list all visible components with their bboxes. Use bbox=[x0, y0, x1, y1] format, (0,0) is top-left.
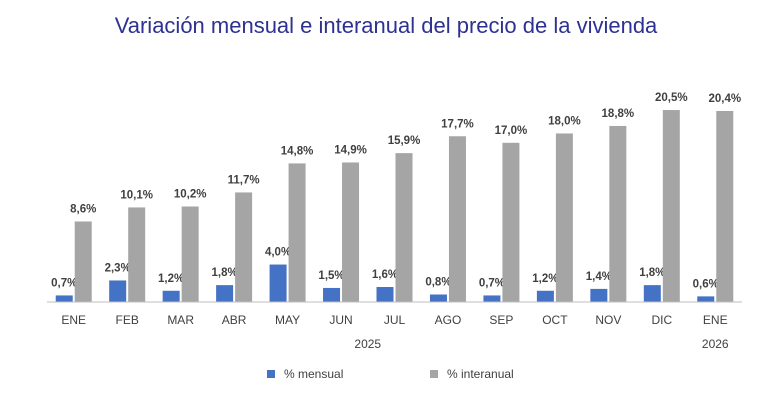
bar bbox=[429, 294, 447, 302]
x-tick-label: ENE bbox=[61, 313, 86, 327]
x-tick-label: AGO bbox=[435, 313, 462, 327]
value-label: 2,3% bbox=[105, 262, 131, 274]
bar bbox=[609, 125, 627, 302]
value-label: 18,0% bbox=[548, 115, 581, 127]
bar bbox=[323, 287, 341, 302]
value-label: 1,4% bbox=[586, 271, 612, 283]
x-tick-label: NOV bbox=[595, 313, 621, 327]
x-tick-label: FEB bbox=[116, 313, 139, 327]
value-label: 1,8% bbox=[639, 267, 665, 279]
bar bbox=[342, 162, 360, 302]
legend-label: % mensual bbox=[284, 367, 343, 381]
x-tick-label: OCT bbox=[542, 313, 568, 327]
value-label: 0,7% bbox=[51, 277, 77, 289]
x-tick-label: ENE bbox=[703, 313, 728, 327]
value-label: 20,4% bbox=[708, 93, 741, 105]
bar bbox=[555, 133, 573, 302]
bar bbox=[716, 110, 734, 303]
chart-title: Variación mensual e interanual del preci… bbox=[115, 13, 658, 38]
legend-label: % interanual bbox=[447, 367, 514, 381]
value-label: 20,5% bbox=[655, 92, 688, 104]
value-label: 8,6% bbox=[70, 204, 96, 216]
legend-swatch bbox=[430, 370, 438, 378]
x-group-label: 2026 bbox=[702, 337, 729, 351]
value-label: 0,7% bbox=[479, 277, 505, 289]
bar bbox=[181, 206, 199, 302]
x-tick-label: DIC bbox=[651, 313, 672, 327]
bar bbox=[395, 153, 413, 302]
bar bbox=[269, 264, 287, 302]
x-tick-label: SEP bbox=[489, 313, 513, 327]
value-label: 0,6% bbox=[693, 278, 719, 290]
value-label: 4,0% bbox=[265, 247, 291, 259]
bar bbox=[74, 221, 92, 302]
bar bbox=[128, 207, 146, 302]
value-label: 1,2% bbox=[158, 273, 184, 285]
value-label: 1,8% bbox=[212, 267, 238, 279]
bar bbox=[216, 285, 234, 302]
legend-swatch bbox=[267, 370, 275, 378]
bar bbox=[483, 295, 501, 302]
value-label: 17,7% bbox=[441, 118, 474, 130]
value-label: 10,2% bbox=[174, 189, 207, 201]
bar bbox=[55, 295, 73, 302]
bar bbox=[235, 192, 253, 302]
value-label: 14,8% bbox=[281, 145, 314, 157]
value-label: 11,7% bbox=[228, 174, 260, 186]
value-label: 1,6% bbox=[372, 269, 398, 281]
value-label: 14,9% bbox=[334, 145, 367, 157]
value-label: 18,8% bbox=[602, 108, 635, 120]
x-tick-label: MAY bbox=[275, 313, 300, 327]
value-label: 0,8% bbox=[425, 277, 451, 289]
bar bbox=[643, 285, 661, 302]
value-label: 1,5% bbox=[318, 270, 344, 282]
value-label: 17,0% bbox=[495, 125, 528, 137]
bar bbox=[109, 280, 127, 302]
bar bbox=[288, 163, 306, 302]
bar bbox=[697, 296, 715, 302]
bar bbox=[376, 287, 394, 302]
value-label: 1,2% bbox=[532, 273, 558, 285]
x-group-label: 2025 bbox=[354, 337, 381, 351]
bar bbox=[536, 290, 554, 302]
x-tick-label: ABR bbox=[222, 313, 247, 327]
value-label: 15,9% bbox=[388, 135, 421, 147]
bar bbox=[448, 136, 466, 302]
value-label: 10,1% bbox=[120, 189, 153, 201]
bar bbox=[662, 110, 680, 302]
x-tick-label: JUN bbox=[329, 313, 352, 327]
bar bbox=[590, 288, 608, 302]
x-tick-label: JUL bbox=[384, 313, 406, 327]
bar bbox=[162, 290, 180, 302]
x-tick-label: MAR bbox=[167, 313, 194, 327]
bar bbox=[502, 142, 520, 302]
